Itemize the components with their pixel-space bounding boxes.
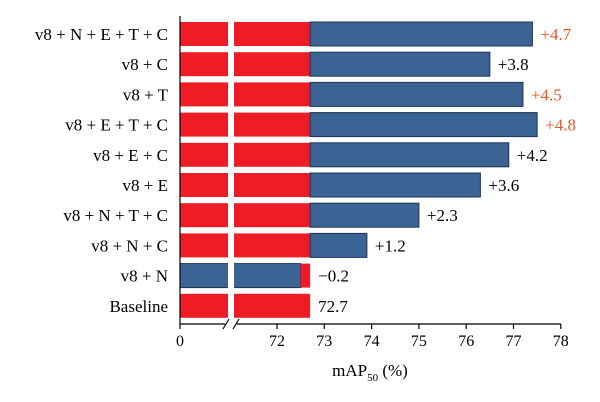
data-label: +2.3 bbox=[427, 206, 458, 225]
baseline-bar bbox=[180, 112, 311, 137]
data-label: +3.6 bbox=[488, 176, 519, 195]
x-tick-label: 76 bbox=[458, 333, 474, 350]
category-label: v8 + T bbox=[123, 85, 169, 104]
x-axis-title-unit: (%) bbox=[382, 361, 407, 380]
x-axis-title-main: mAP bbox=[332, 361, 367, 380]
variant-bar bbox=[309, 142, 510, 168]
data-label: +4.2 bbox=[517, 146, 548, 165]
baseline-bar bbox=[180, 82, 311, 107]
baseline-bar bbox=[180, 52, 311, 77]
baseline-bar bbox=[180, 173, 311, 197]
x-axis-title: mAP50 (%) bbox=[332, 361, 408, 384]
variant-bar bbox=[309, 232, 368, 258]
axis-break-mark bbox=[222, 318, 230, 330]
baseline-bar bbox=[180, 233, 311, 258]
variant-bar bbox=[309, 81, 524, 107]
data-label: +1.2 bbox=[375, 236, 406, 255]
category-label: Baseline bbox=[109, 297, 168, 316]
x-tick-label: 74 bbox=[364, 333, 380, 350]
x-tick-label: 72 bbox=[269, 333, 285, 350]
axis-break-gap bbox=[228, 111, 234, 138]
category-label: v8 + C bbox=[122, 55, 168, 74]
category-label: v8 + E + T + C bbox=[65, 116, 168, 135]
axis-break-gap bbox=[228, 262, 234, 289]
axes-group bbox=[179, 16, 562, 330]
category-label: v8 + E bbox=[123, 176, 168, 195]
data-label: +4.5 bbox=[531, 85, 562, 104]
category-label: v8 + E + C bbox=[93, 146, 168, 165]
axis-break-gap bbox=[228, 141, 234, 168]
data-label: +4.8 bbox=[545, 116, 576, 135]
data-label: +3.8 bbox=[498, 55, 529, 74]
baseline-bar bbox=[180, 142, 311, 167]
data-label: 72.7 bbox=[318, 297, 348, 316]
bars-group bbox=[179, 21, 538, 319]
x-tick-label: 78 bbox=[553, 333, 569, 350]
variant-bar bbox=[309, 202, 420, 228]
x-tick-label: 75 bbox=[411, 333, 427, 350]
x-tick-label: 0 bbox=[176, 333, 184, 350]
variant-bar bbox=[309, 112, 538, 138]
baseline-bar bbox=[180, 22, 311, 46]
axis-break-gap bbox=[228, 21, 234, 47]
axis-break-gap bbox=[228, 51, 234, 78]
axis-break-gap bbox=[228, 292, 234, 319]
axis-break-gap bbox=[228, 232, 234, 259]
x-tick-label: 77 bbox=[506, 333, 522, 350]
baseline-bar bbox=[180, 293, 311, 318]
variant-bar bbox=[179, 263, 302, 289]
variant-bar bbox=[309, 51, 491, 77]
x-axis-title-subscript: 50 bbox=[367, 372, 379, 384]
baseline-bar bbox=[180, 203, 311, 228]
labels-group: v8 + N + E + T + C +4.7 v8 + C +3.8 v8 + T +4… bbox=[35, 25, 576, 350]
x-tick-label: 73 bbox=[316, 333, 332, 350]
axis-break-gap bbox=[228, 202, 234, 229]
axis-break-gap bbox=[228, 172, 234, 198]
data-label: +4.7 bbox=[540, 25, 571, 44]
axis-break-gap bbox=[228, 81, 234, 108]
variant-bar bbox=[309, 21, 533, 47]
category-label: v8 + N bbox=[121, 267, 168, 286]
category-label: v8 + N + T + C bbox=[63, 206, 168, 225]
category-label: v8 + N + C bbox=[91, 236, 168, 255]
axis-break-mark bbox=[232, 318, 240, 330]
variant-bar bbox=[309, 172, 481, 198]
data-label: −0.2 bbox=[318, 267, 349, 286]
category-label: v8 + N + E + T + C bbox=[35, 25, 168, 44]
baseline-bar bbox=[300, 263, 311, 288]
